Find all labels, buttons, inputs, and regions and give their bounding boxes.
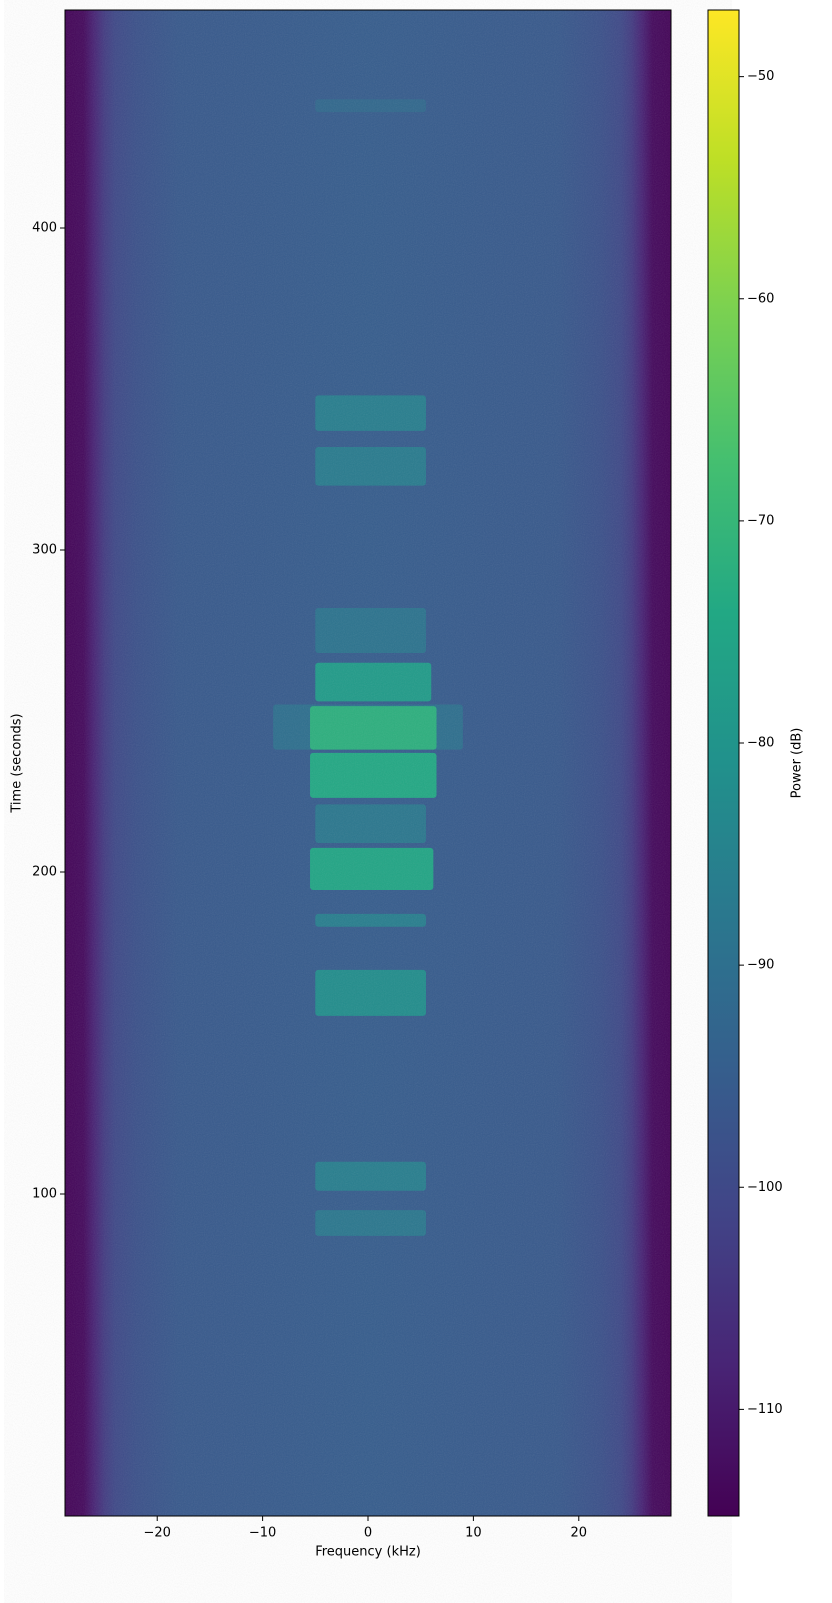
y-tick-label: 400 xyxy=(32,220,57,235)
colorbar-tick-label: −110 xyxy=(747,1402,783,1417)
x-tick-label: 0 xyxy=(364,1526,372,1541)
colorbar-label: Power (dB) xyxy=(790,728,805,799)
colorbar-tick-label: −50 xyxy=(747,69,774,84)
y-tick-label: 100 xyxy=(32,1186,57,1201)
x-tick-label: −10 xyxy=(249,1526,276,1541)
colorbar-tick-label: −80 xyxy=(747,736,774,751)
colorbar-tick-label: −60 xyxy=(747,291,774,306)
colorbar xyxy=(707,9,740,1517)
colorbar-tick-label: −90 xyxy=(747,958,774,973)
y-axis-label: Time (seconds) xyxy=(10,713,25,813)
x-tick-label: 10 xyxy=(465,1526,482,1541)
y-tick-label: 200 xyxy=(32,864,57,879)
colorbar-tick-label: −70 xyxy=(747,513,774,528)
colorbar-tick-label: −100 xyxy=(747,1180,783,1195)
x-axis-label: Frequency (kHz) xyxy=(315,1545,421,1560)
noise-texture xyxy=(65,10,671,1516)
y-tick-label: 300 xyxy=(32,542,57,557)
x-tick-label: 20 xyxy=(571,1526,588,1541)
x-tick-label: −20 xyxy=(143,1526,170,1541)
